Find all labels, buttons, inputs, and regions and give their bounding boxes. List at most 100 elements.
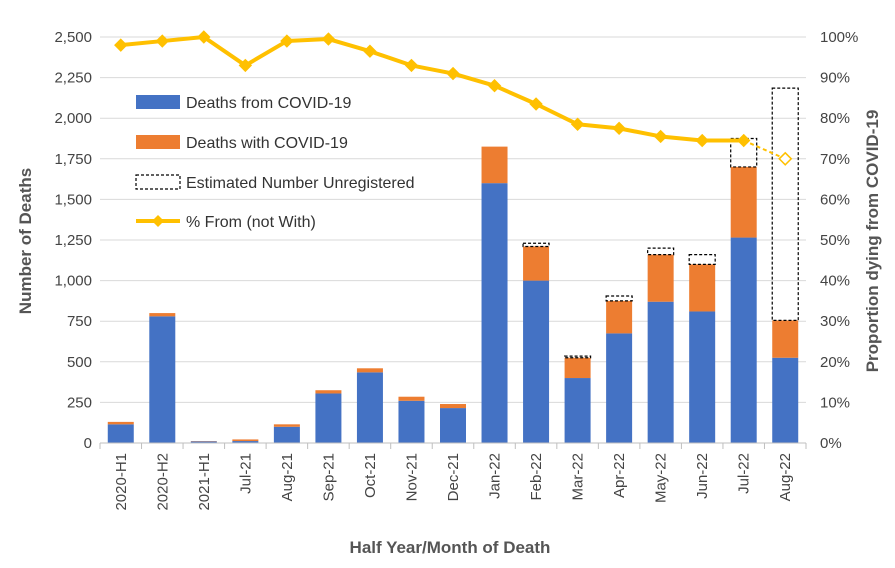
x-tick-label: Aug-22: [777, 453, 794, 501]
bar-deaths-with: [149, 313, 176, 317]
bar-unregistered: [647, 247, 675, 256]
percent-point: [155, 34, 170, 48]
percent-point: [695, 133, 709, 148]
bar-deaths-from: [481, 183, 508, 443]
x-tick-label: Feb-22: [528, 453, 545, 501]
legend-label: % From (not With): [186, 214, 316, 231]
percent-point: [736, 133, 751, 148]
legend-label: Estimated Number Unregistered: [186, 175, 415, 192]
percent-point: [487, 79, 502, 93]
legend-entry: Deaths with COVID-19: [136, 135, 348, 152]
bar-deaths-from: [440, 408, 466, 443]
y-tick-label: 2,000: [54, 110, 92, 127]
y2-tick-label: 100%: [820, 29, 858, 46]
bar-deaths-from: [772, 357, 799, 443]
y2-tick-label: 50%: [820, 232, 850, 249]
x-tick-label: Mar-22: [570, 453, 587, 501]
x-tick-label: Nov-21: [403, 453, 420, 501]
y-tick-label: 1,250: [54, 232, 92, 249]
x-tick-label: 2020-H1: [113, 453, 130, 511]
legend-swatch-marker: [152, 215, 164, 227]
gridlines: [100, 36, 806, 444]
x-tick-label: Jul-21: [237, 453, 254, 494]
x-tick-label: Sep-21: [320, 453, 337, 501]
x-tick-label: Jun-22: [694, 453, 711, 499]
bar-deaths-with: [273, 424, 300, 427]
bar-deaths-from: [606, 333, 633, 443]
bars: [107, 87, 799, 443]
bar-deaths-with: [606, 300, 633, 334]
bar-deaths-from: [107, 424, 134, 443]
percent-point: [529, 97, 543, 111]
bar-deaths-from: [149, 316, 176, 443]
bar-deaths-with: [356, 368, 383, 373]
legend-swatch-from: [136, 95, 180, 109]
y-tick-label: 750: [67, 313, 92, 330]
legend-entry: Deaths from COVID-19: [136, 95, 351, 112]
bar-deaths-from: [190, 441, 217, 443]
percent-point: [612, 121, 626, 136]
y-tick-label: 250: [67, 394, 92, 411]
y2-tick-label: 70%: [820, 151, 850, 168]
y2-tick-label: 0%: [820, 435, 842, 452]
y2-tick-label: 30%: [820, 313, 850, 330]
percent-point: [778, 151, 793, 166]
y-tick-label: 0: [84, 435, 92, 452]
bar-deaths-from: [232, 441, 259, 443]
percent-point: [321, 32, 336, 46]
bar-deaths-from: [273, 426, 300, 443]
x-tick-label: 2020-H2: [154, 453, 171, 511]
bar-deaths-with: [564, 357, 591, 379]
x-tick-label: Oct-21: [362, 453, 379, 498]
y-tick-label: 2,250: [54, 70, 92, 87]
bar-unregistered: [688, 254, 716, 265]
y2-tick-label: 80%: [820, 110, 850, 127]
percent-point: [363, 44, 377, 58]
bar-unregistered: [563, 355, 592, 359]
y2-axis-title: Proportion dying from COVID-19: [863, 110, 882, 373]
x-tick-label: Aug-21: [279, 453, 296, 501]
x-axis-title: Half Year/Month of Death: [350, 538, 551, 557]
legend-swatch-with: [136, 135, 180, 149]
percent-line: [114, 30, 793, 166]
legend-label: Deaths from COVID-19: [186, 95, 351, 112]
bar-deaths-from: [730, 237, 757, 443]
bar-deaths-with: [398, 396, 425, 401]
bar-deaths-from: [647, 301, 674, 443]
y-tick-label: 1,500: [54, 191, 92, 208]
bar-unregistered: [522, 242, 550, 248]
x-tick-label: 2021-H1: [196, 453, 213, 511]
percent-point: [653, 129, 668, 144]
percent-point: [197, 30, 211, 44]
bar-deaths-with: [481, 146, 508, 184]
axes: 0 250 500 750 1,000 1,250 1,500 1,750 2,000 2,250…: [54, 29, 858, 511]
bar-deaths-from: [523, 280, 550, 443]
bar-deaths-from: [315, 393, 342, 443]
legend-swatch-unregistered: [135, 174, 181, 190]
y2-tick-label: 90%: [820, 70, 850, 87]
y-tick-label: 500: [67, 354, 92, 371]
y-axis-title: Number of Deaths: [16, 168, 35, 314]
legend-label: Deaths with COVID-19: [186, 135, 348, 152]
bar-deaths-with: [647, 254, 674, 302]
percent-line-projection: [743, 139, 786, 160]
y-tick-label: 1,000: [54, 273, 92, 290]
x-tick-label: Apr-22: [611, 453, 628, 498]
y2-tick-label: 20%: [820, 354, 850, 371]
percent-point: [446, 66, 460, 81]
bar-deaths-with: [440, 404, 466, 409]
percent-point: [238, 58, 253, 73]
y-tick-label: 2,500: [54, 29, 92, 46]
percent-point: [404, 58, 419, 73]
legend-entry: % From (not With): [136, 214, 316, 231]
x-tick-label: May-22: [653, 453, 670, 503]
bar-deaths-from: [689, 311, 716, 443]
bar-deaths-with: [232, 439, 259, 442]
y2-tick-label: 10%: [820, 394, 850, 411]
bar-deaths-from: [398, 400, 425, 443]
x-tick-label: Dec-21: [445, 453, 462, 501]
y2-tick-label: 40%: [820, 273, 850, 290]
legend: Deaths from COVID-19 Deaths with COVID-19…: [135, 95, 415, 231]
